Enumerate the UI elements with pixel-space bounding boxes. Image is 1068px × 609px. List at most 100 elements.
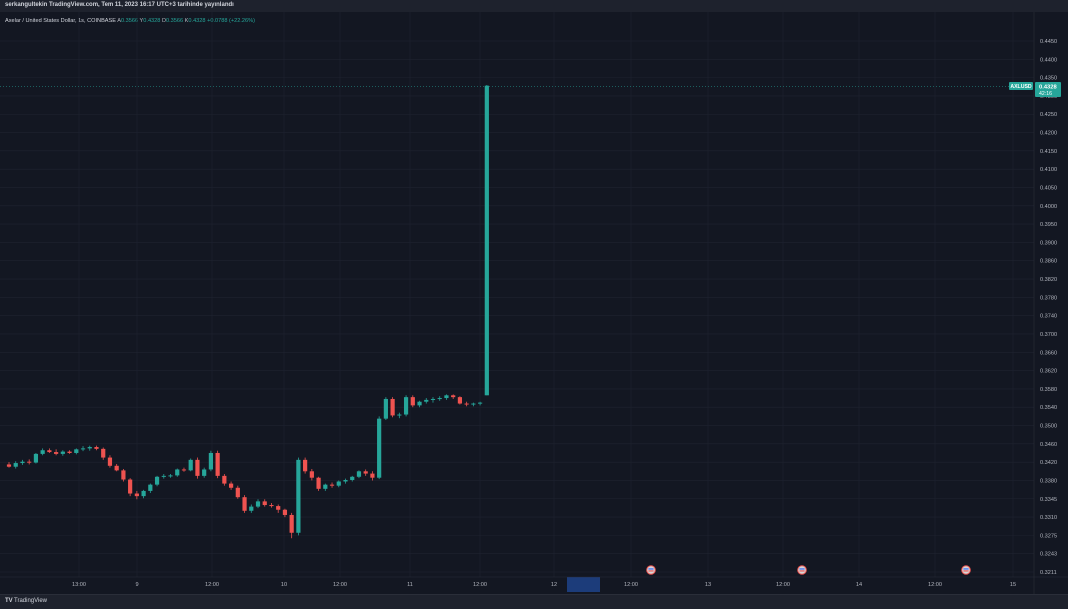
y-tick-label: 0.4400 xyxy=(1040,57,1057,63)
candle xyxy=(471,402,476,407)
legend-symbol: Axelar / United States Dollar, 1s, COINB… xyxy=(5,18,116,24)
candle xyxy=(336,480,341,488)
y-tick-label: 0.3860 xyxy=(1040,259,1057,265)
candle xyxy=(54,449,59,456)
price-axis[interactable]: 0.44500.44000.43500.43000.42500.42000.41… xyxy=(1033,12,1068,594)
candle xyxy=(343,478,348,484)
event-marker-icon[interactable] xyxy=(646,565,656,575)
candle xyxy=(370,471,375,481)
x-tick-label: 12:00 xyxy=(333,582,347,588)
y-tick-label: 0.3950 xyxy=(1040,222,1057,228)
candle-body xyxy=(289,514,294,533)
candle-body xyxy=(323,484,328,489)
price-axis-bg xyxy=(1034,12,1068,594)
candle xyxy=(451,394,456,399)
y-tick-label: 0.3500 xyxy=(1040,424,1057,430)
candle-body xyxy=(303,459,308,472)
candle xyxy=(27,459,32,465)
y-tick-label: 0.4050 xyxy=(1040,185,1057,191)
published-info: serkangultekin TradingView.com, Tem 11, … xyxy=(5,2,234,8)
candle xyxy=(195,457,200,479)
candle-body xyxy=(329,484,335,486)
candle-body xyxy=(350,476,355,480)
candle-body xyxy=(87,447,92,449)
candle xyxy=(121,469,126,482)
y-tick-label: 0.3460 xyxy=(1040,442,1057,448)
x-tick-label: 11 xyxy=(407,582,413,588)
candle-body xyxy=(208,452,213,470)
candle xyxy=(323,483,328,491)
candle xyxy=(296,457,301,536)
candle xyxy=(410,395,415,408)
time-axis[interactable]: 13:00 9 12:00 10 12:00 11 12:00 12 12:00 13 12:00 1… xyxy=(0,576,1068,588)
candle xyxy=(397,412,402,419)
candle-body xyxy=(128,479,133,494)
candle-body xyxy=(40,450,45,454)
candle-body xyxy=(390,398,395,416)
legend-high-label: Y xyxy=(139,18,144,24)
candle-body xyxy=(101,448,106,458)
y-tick-label: 0.3345 xyxy=(1040,497,1057,503)
candle-body xyxy=(54,452,59,454)
candle-body xyxy=(457,397,463,404)
publish-bar: serkangultekin TradingView.com, Tem 11, … xyxy=(0,0,1068,12)
tradingview-logo-icon: TV xyxy=(5,598,13,604)
price-chart[interactable]: 0.44500.44000.43500.43000.42500.42000.41… xyxy=(0,0,1068,594)
y-tick-label: 0.4350 xyxy=(1040,76,1057,82)
candle-body xyxy=(67,451,72,453)
candle xyxy=(141,489,146,499)
y-tick-label: 0.3740 xyxy=(1040,314,1057,320)
y-tick-label: 0.4450 xyxy=(1040,39,1057,45)
candle-body xyxy=(215,452,220,476)
candle xyxy=(478,401,483,406)
candle xyxy=(464,401,469,407)
y-tick-label: 0.3780 xyxy=(1040,295,1057,301)
chart-grid xyxy=(0,12,1034,577)
candle-body xyxy=(410,397,415,406)
candle-body xyxy=(154,476,160,485)
candle-body xyxy=(20,461,25,464)
x-tick-label: 12:00 xyxy=(473,582,487,588)
candle-body xyxy=(430,398,436,400)
x-tick-label: 12:00 xyxy=(624,582,638,588)
candle-body xyxy=(255,501,261,507)
candle-body xyxy=(262,501,267,506)
y-tick-label: 0.3540 xyxy=(1040,405,1057,411)
candle xyxy=(276,504,281,513)
candle xyxy=(154,475,160,487)
candle xyxy=(114,463,119,472)
candle-body xyxy=(309,471,314,478)
candle-body xyxy=(370,473,375,478)
candle-body xyxy=(107,457,113,466)
legend-low-label: D xyxy=(161,18,166,24)
y-tick-label: 0.4200 xyxy=(1040,131,1057,137)
candle xyxy=(262,499,267,507)
legend-low-value: 0.3566 xyxy=(166,18,184,24)
candle xyxy=(350,475,355,482)
candle-body xyxy=(228,483,234,488)
candle xyxy=(40,448,45,456)
event-marker-icon[interactable] xyxy=(797,565,807,575)
candle xyxy=(289,512,294,539)
candle xyxy=(47,448,52,453)
x-tick-label: 12 xyxy=(551,582,557,588)
y-tick-label: 0.4000 xyxy=(1040,204,1057,210)
candle xyxy=(363,469,368,476)
event-marker-icon[interactable] xyxy=(961,565,971,575)
candle-body xyxy=(13,463,18,467)
candle-body xyxy=(195,459,200,476)
x-tick-label: 12:00 xyxy=(776,582,790,588)
candle-body xyxy=(424,399,429,402)
candles xyxy=(6,84,489,539)
candle xyxy=(403,395,409,417)
candle xyxy=(255,499,261,509)
candle-body xyxy=(269,505,274,507)
candle-body xyxy=(403,397,409,415)
candle-body xyxy=(33,453,39,463)
candle-body xyxy=(363,471,368,474)
y-tick-label: 0.3580 xyxy=(1040,387,1057,393)
price-tag-countdown: 42:16 xyxy=(1039,91,1052,97)
candle-body xyxy=(471,403,476,405)
candle-body xyxy=(316,477,321,489)
tradingview-brand[interactable]: TradingView xyxy=(14,598,48,604)
